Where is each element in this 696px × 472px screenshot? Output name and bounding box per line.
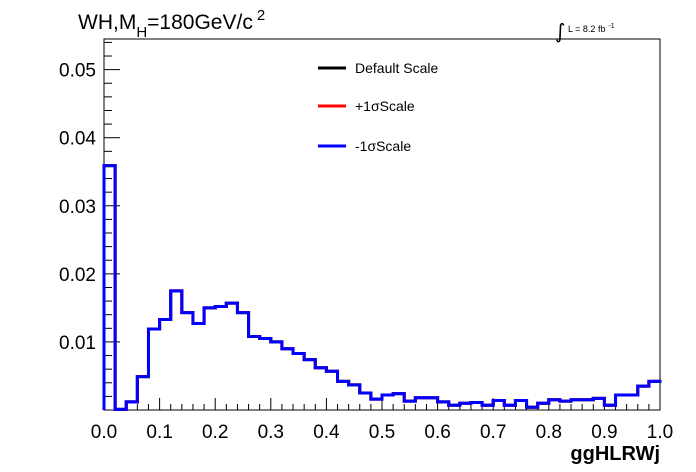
x-tick-label: 0.7 <box>480 422 506 443</box>
x-tick-label: 0.9 <box>591 422 617 443</box>
chart-title-main: WH,M <box>78 11 136 34</box>
series-line-1 <box>102 164 662 411</box>
plot-frame <box>103 38 661 411</box>
lumi-integral-sign: ∫ <box>555 19 565 43</box>
series-line-0 <box>102 164 662 411</box>
lumi-label: L = 8.2 fb -1 <box>568 23 615 34</box>
legend-entry-label: Default Scale <box>355 60 438 76</box>
x-tick-label: 0.0 <box>91 422 117 443</box>
y-axis: 0.01 0.02 0.03 0.04 0.05 <box>59 41 120 411</box>
series-layer <box>102 164 662 411</box>
chart-title-subscript: H <box>136 24 147 41</box>
chart-title-rest: =180GeV/c <box>147 11 253 34</box>
y-tick-label: 0.02 <box>59 265 96 286</box>
x-tick-label: 0.8 <box>536 422 562 443</box>
x-axis: 0.0 0.1 0.2 0.3 0.4 0.5 0.6 0.7 0.8 0.9 1.0 <box>91 398 673 443</box>
y-tick-label: 0.03 <box>59 197 96 218</box>
chart-title-superscript: 2 <box>257 7 265 24</box>
y-tick-label: 0.05 <box>59 61 96 82</box>
lumi-unit-superscript: -1 <box>608 23 614 30</box>
legend-entry-label: -1σScale <box>355 138 411 154</box>
legend-entry-label: +1σScale <box>355 98 415 114</box>
legend: Default Scale +1σScale -1σScale <box>318 60 438 154</box>
x-tick-label: 0.1 <box>146 422 172 443</box>
y-tick-label: 0.04 <box>59 129 96 150</box>
x-tick-label: 0.5 <box>369 422 395 443</box>
x-tick-label: 0.4 <box>313 422 340 443</box>
x-tick-label: 0.6 <box>424 422 450 443</box>
lumi-value: L = 8.2 fb <box>568 24 605 34</box>
x-tick-label: 1.0 <box>647 422 673 443</box>
x-axis-label: ggHLRWj <box>570 443 660 465</box>
chart-title: WH,MH=180GeV/c 2 <box>78 7 265 41</box>
x-tick-label: 0.3 <box>258 422 284 443</box>
y-tick-label: 0.01 <box>59 333 96 354</box>
series-line-2 <box>102 164 662 411</box>
x-tick-label: 0.2 <box>202 422 228 443</box>
